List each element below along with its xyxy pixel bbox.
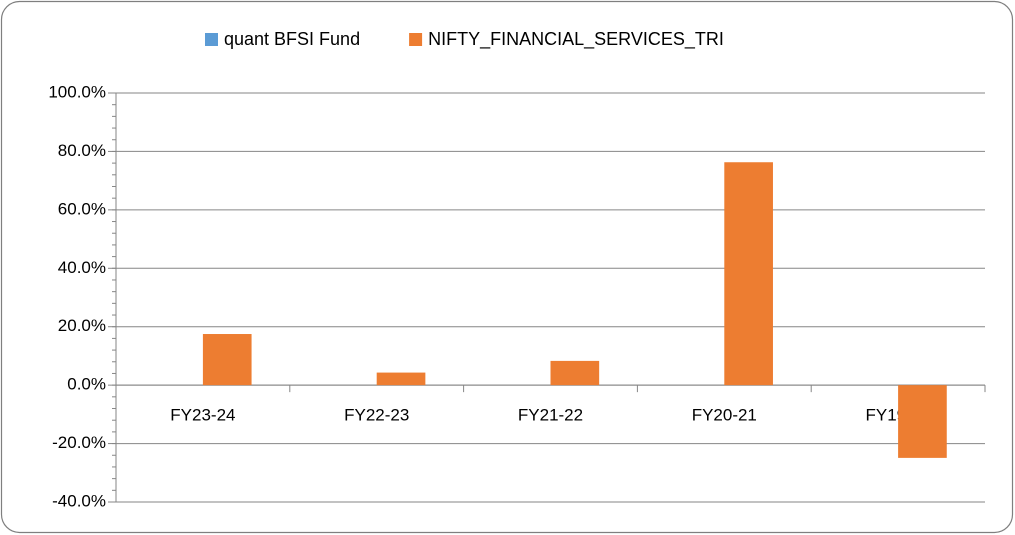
legend-label: quant BFSI Fund <box>224 29 360 49</box>
y-tick-label: 0.0% <box>67 375 106 394</box>
bar <box>202 334 252 386</box>
legend-label: NIFTY_FINANCIAL_SERVICES_TRI <box>428 29 724 50</box>
bar <box>898 385 947 458</box>
y-tick-label: 100.0% <box>48 82 106 101</box>
y-tick-label: 60.0% <box>58 199 106 218</box>
y-tick-label: 40.0% <box>58 258 106 277</box>
legend: quant BFSI Fund NIFTY_FINANCIAL_SERVICES_… <box>205 29 724 50</box>
legend-swatch <box>205 33 218 46</box>
x-tick-label: FY21-22 <box>518 406 583 425</box>
y-tick-label: -40.0% <box>52 491 106 510</box>
y-tick-label: -20.0% <box>52 433 106 452</box>
x-tick-label: FY23-24 <box>170 406 235 425</box>
x-tick-label: FY22-23 <box>344 406 409 425</box>
y-tick-label: 80.0% <box>58 141 106 160</box>
bar <box>550 360 600 386</box>
bar <box>724 162 773 386</box>
legend-swatch <box>409 33 423 46</box>
y-tick-label: 20.0% <box>58 316 106 335</box>
bar <box>376 372 426 386</box>
x-tick-label: FY20-21 <box>692 406 757 425</box>
